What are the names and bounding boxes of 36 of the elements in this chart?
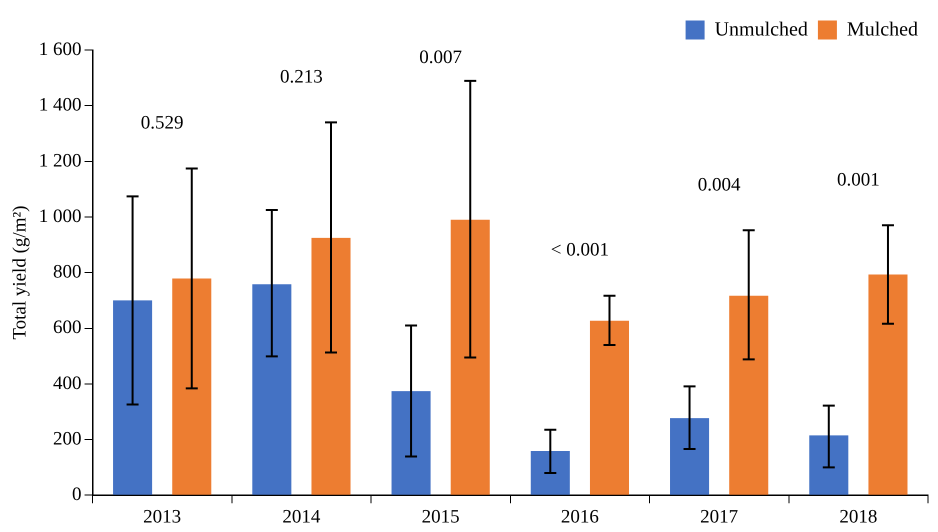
bar bbox=[113, 300, 152, 495]
bar bbox=[172, 278, 212, 495]
y-tick-label: 1 000 bbox=[38, 206, 82, 227]
legend-label: Mulched bbox=[846, 18, 918, 40]
annotation: < 0.001 bbox=[550, 240, 610, 261]
bar bbox=[252, 284, 292, 495]
y-tick-label: 1 400 bbox=[38, 94, 82, 116]
y-tick-label: 800 bbox=[53, 262, 82, 283]
x-tick-label: 2013 bbox=[143, 506, 182, 528]
y-tick-label: 400 bbox=[53, 372, 82, 394]
x-tick-label: 2015 bbox=[422, 506, 460, 528]
x-tick-label: 2014 bbox=[282, 506, 321, 528]
annotation: 0.004 bbox=[698, 174, 742, 196]
bar bbox=[530, 450, 570, 495]
bar bbox=[868, 274, 908, 495]
annotation: 0.007 bbox=[419, 46, 462, 68]
bar bbox=[729, 296, 768, 495]
annotation: 0.001 bbox=[837, 169, 880, 190]
y-tick-label: 600 bbox=[53, 317, 82, 338]
bar bbox=[590, 320, 630, 495]
y-tick-label: 0 bbox=[72, 484, 82, 506]
annotation: 0.529 bbox=[140, 112, 184, 134]
bar bbox=[670, 418, 710, 495]
y-tick-label: 200 bbox=[53, 428, 82, 450]
y-axis-title: Total yield (g/m²) bbox=[9, 206, 30, 340]
bar bbox=[392, 391, 431, 495]
bar bbox=[450, 220, 490, 495]
legend-label: Unmulched bbox=[714, 18, 808, 40]
y-tick-label: 1 600 bbox=[38, 38, 82, 60]
x-tick-label: 2018 bbox=[839, 506, 878, 528]
annotation: 0.213 bbox=[280, 66, 323, 88]
y-tick-label: 1 200 bbox=[38, 150, 82, 172]
x-tick-label: 2017 bbox=[700, 506, 738, 528]
bar bbox=[809, 435, 848, 495]
x-tick-label: 2016 bbox=[560, 506, 599, 528]
bar bbox=[311, 238, 351, 495]
